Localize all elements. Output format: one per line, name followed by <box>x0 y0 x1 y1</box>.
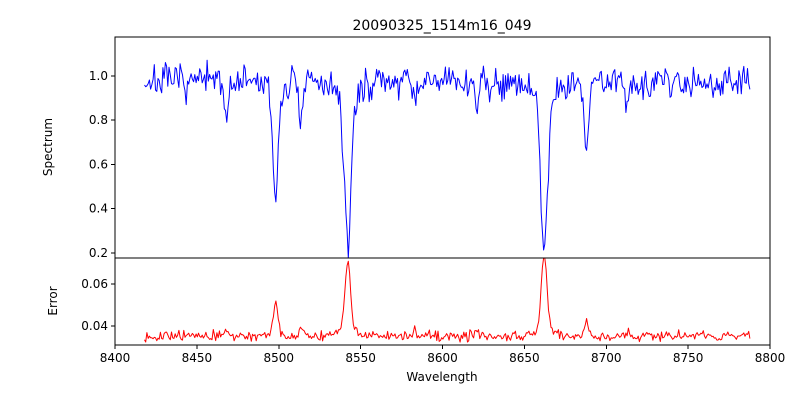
x-tick-label: 8650 <box>509 351 540 365</box>
y-tick-label: 0.6 <box>89 157 108 171</box>
spectrum-axes-frame <box>114 36 771 259</box>
spectrum-line <box>144 59 751 258</box>
x-tick-label: 8450 <box>182 351 213 365</box>
x-axis-label: Wavelength <box>406 370 477 384</box>
y-tick-label: 0.04 <box>81 319 108 333</box>
x-tick-label: 8700 <box>591 351 622 365</box>
error-y-axis-ticks: 0.04 0.06 <box>81 277 115 333</box>
spectrum-y-axis-ticks: 0.2 0.4 0.6 0.8 1.0 <box>89 69 115 260</box>
x-tick-label: 8750 <box>673 351 704 365</box>
error-y-axis-label: Error <box>46 286 60 315</box>
x-axis-ticks: 8400 8450 8500 8550 8600 8650 8700 8750 8800 <box>100 345 786 365</box>
y-tick-label: 0.8 <box>89 113 108 127</box>
x-tick-label: 8800 <box>755 351 786 365</box>
y-tick-label: 0.2 <box>89 246 108 260</box>
x-tick-label: 8550 <box>345 351 376 365</box>
y-tick-label: 0.4 <box>89 202 108 216</box>
x-tick-label: 8400 <box>100 351 131 365</box>
x-tick-label: 8600 <box>427 351 458 365</box>
error-axes-frame <box>114 257 771 346</box>
y-tick-label: 1.0 <box>89 69 108 83</box>
spectrum-y-axis-label: Spectrum <box>41 118 55 176</box>
y-tick-label: 0.06 <box>81 277 108 291</box>
x-tick-label: 8500 <box>263 351 294 365</box>
error-line <box>144 258 751 343</box>
plot-title: 20090325_1514m16_049 <box>352 18 531 34</box>
